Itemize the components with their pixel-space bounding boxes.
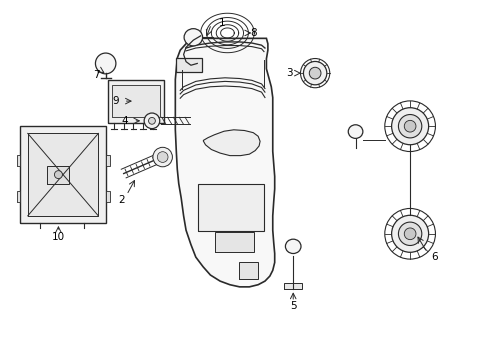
Circle shape — [391, 215, 428, 252]
Ellipse shape — [95, 53, 116, 74]
Circle shape — [153, 147, 172, 167]
PathPatch shape — [284, 283, 302, 289]
Circle shape — [404, 228, 415, 240]
Text: 7: 7 — [92, 70, 99, 80]
Circle shape — [391, 108, 428, 145]
Text: 8: 8 — [249, 28, 256, 38]
PathPatch shape — [176, 58, 201, 72]
Text: 5: 5 — [289, 301, 296, 311]
PathPatch shape — [238, 262, 258, 279]
Ellipse shape — [285, 239, 301, 253]
Text: 9: 9 — [112, 96, 119, 106]
Ellipse shape — [347, 125, 362, 138]
PathPatch shape — [17, 191, 20, 202]
PathPatch shape — [28, 134, 98, 216]
PathPatch shape — [105, 191, 109, 202]
Circle shape — [398, 222, 421, 246]
PathPatch shape — [105, 155, 109, 166]
PathPatch shape — [175, 39, 274, 287]
Text: 3: 3 — [285, 68, 292, 78]
Circle shape — [398, 114, 421, 138]
PathPatch shape — [17, 155, 20, 166]
Text: 4: 4 — [122, 116, 128, 126]
Circle shape — [144, 113, 160, 129]
Circle shape — [54, 171, 62, 179]
Text: 2: 2 — [118, 195, 125, 205]
PathPatch shape — [108, 80, 164, 123]
Ellipse shape — [183, 29, 202, 46]
Text: 6: 6 — [430, 252, 437, 262]
PathPatch shape — [112, 85, 160, 117]
PathPatch shape — [198, 184, 264, 231]
Circle shape — [157, 152, 168, 162]
Circle shape — [404, 120, 415, 132]
Circle shape — [308, 67, 320, 79]
PathPatch shape — [47, 166, 69, 184]
PathPatch shape — [20, 126, 105, 223]
Text: 1: 1 — [219, 18, 225, 28]
Circle shape — [303, 62, 326, 85]
PathPatch shape — [215, 232, 254, 252]
Text: 10: 10 — [52, 232, 65, 242]
PathPatch shape — [203, 130, 260, 156]
Circle shape — [148, 117, 155, 124]
